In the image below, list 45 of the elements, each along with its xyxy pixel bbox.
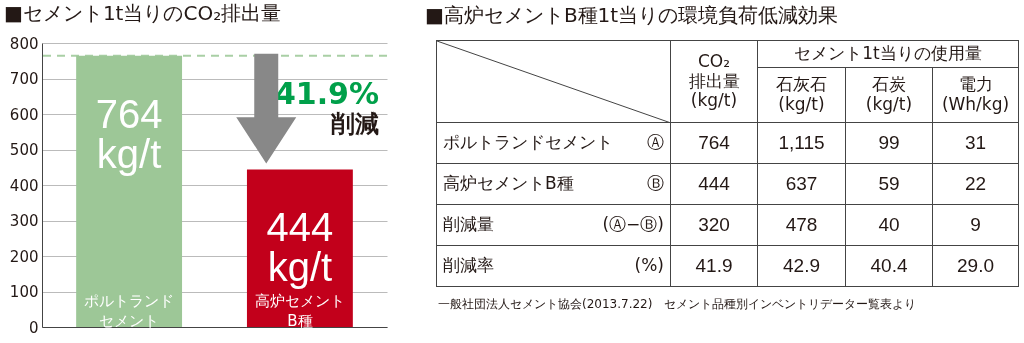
text: 削減量	[443, 214, 494, 235]
y-tick-label: 800	[9, 34, 39, 53]
y-tick-label: 400	[9, 176, 39, 195]
y-tick-label: 600	[9, 105, 39, 124]
annotation: 削減	[330, 110, 379, 138]
text: 一般社団法人セメント協会(2013.7.22) セメント品種別インベントリデーター覧表より	[438, 296, 917, 313]
y-tick-label: 0	[28, 318, 39, 337]
text: 石灰石 (kg/t)	[757, 67, 846, 123]
text: セメント1t当りの使用量	[757, 40, 1019, 68]
text: 40.4	[845, 245, 933, 287]
text: 1,115	[757, 122, 846, 164]
text: 石炭 (kg/t)	[845, 67, 933, 123]
text: Ⓑ	[647, 173, 664, 194]
text: 削減率	[443, 255, 494, 276]
chart-title: ■セメント1t当りのCO₂排出量	[4, 1, 282, 25]
text: 42.9	[757, 245, 846, 287]
text: 31	[932, 122, 1019, 164]
text: 電力 (Wh/kg)	[932, 67, 1019, 123]
text: 22	[932, 163, 1019, 205]
text: 320	[670, 204, 758, 246]
text: 41.9	[670, 245, 758, 287]
data-label: 764 kg/t	[95, 91, 163, 176]
text: 高炉セメントB種	[443, 173, 574, 194]
text: Ⓐ	[647, 132, 664, 153]
text: 40	[845, 204, 933, 246]
text: 637	[757, 163, 846, 205]
text: CO₂ 排出量 (kg/t)	[670, 40, 758, 123]
text: ポルトランドセメント	[443, 132, 613, 153]
text: (%)	[634, 255, 664, 276]
y-tick-label: 500	[9, 141, 39, 159]
text: 444	[670, 163, 758, 205]
text: 764	[670, 122, 758, 164]
annotation: 41.9%	[274, 76, 379, 111]
text: 478	[757, 204, 846, 246]
text: 29.0	[932, 245, 1019, 287]
data-label: 444 kg/t	[266, 205, 334, 290]
y-tick-label: 200	[9, 247, 39, 266]
text: ■高炉セメントB種1t当りの環境負荷低減効果	[425, 2, 839, 29]
y-tick-label: 100	[9, 283, 39, 301]
text: 99	[845, 122, 933, 164]
text: 59	[845, 163, 933, 205]
text: (Ⓐ−Ⓑ)	[602, 214, 664, 235]
text: 9	[932, 204, 1019, 246]
y-tick-label: 300	[9, 212, 39, 230]
y-tick-label: 700	[9, 70, 39, 88]
